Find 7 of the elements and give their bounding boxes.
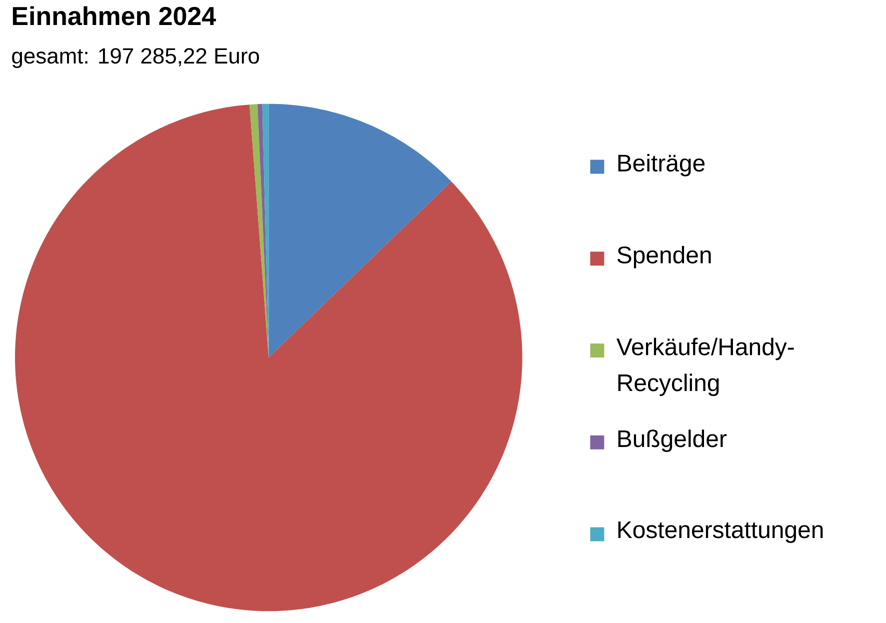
chart-title: Einnahmen 2024 bbox=[12, 6, 216, 26]
legend-label: Kostenerstattungen bbox=[618, 521, 823, 543]
legend-label: Spenden bbox=[617, 246, 711, 268]
chart-subtitle: gesamt: 197 285,22 Euro bbox=[12, 48, 259, 68]
legend-label: Beiträge bbox=[618, 154, 705, 176]
legend-label: Bußgelder bbox=[618, 430, 727, 452]
legend-label: Verkäufe/Handy-Recycling bbox=[616, 338, 794, 396]
